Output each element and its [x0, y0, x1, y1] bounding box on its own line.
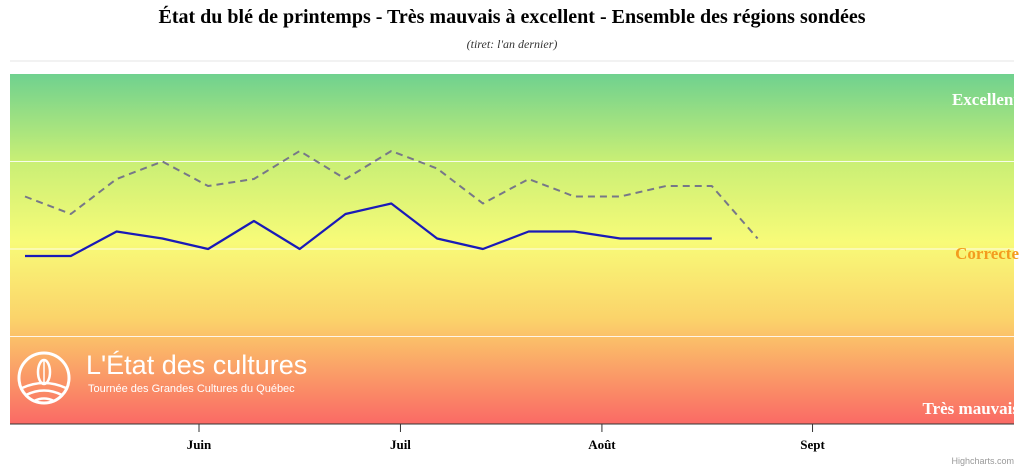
series-line-current-year[interactable]	[25, 202, 712, 258]
band-label-excellent: Excellent	[952, 90, 1019, 109]
series-line-last-year[interactable]	[24, 150, 759, 240]
grid-lines	[10, 161, 1014, 337]
x-tick-label: Août	[588, 437, 616, 452]
logo: L'État des cultures Tournée des Grandes …	[16, 350, 336, 410]
series-layer	[24, 150, 759, 258]
logo-title: L'État des cultures	[86, 350, 308, 380]
wheat-field-logo-icon	[17, 351, 71, 405]
chart-title: État du blé de printemps - Très mauvais …	[158, 6, 866, 28]
band-label-tres-mauvais: Très mauvais	[923, 399, 1020, 418]
x-axis-ticks: Juin Juil Août Sept	[187, 424, 825, 452]
logo-subtitle: Tournée des Grandes Cultures du Québec	[88, 383, 295, 395]
credits-link[interactable]: Highcharts.com	[951, 456, 1014, 466]
x-tick-label: Juin	[187, 437, 212, 452]
x-tick-label: Juil	[390, 437, 411, 452]
chart-subtitle: (tiret: l'an dernier)	[466, 37, 558, 51]
x-tick-label: Sept	[800, 437, 825, 452]
band-label-correcte: Correcte	[955, 244, 1019, 263]
